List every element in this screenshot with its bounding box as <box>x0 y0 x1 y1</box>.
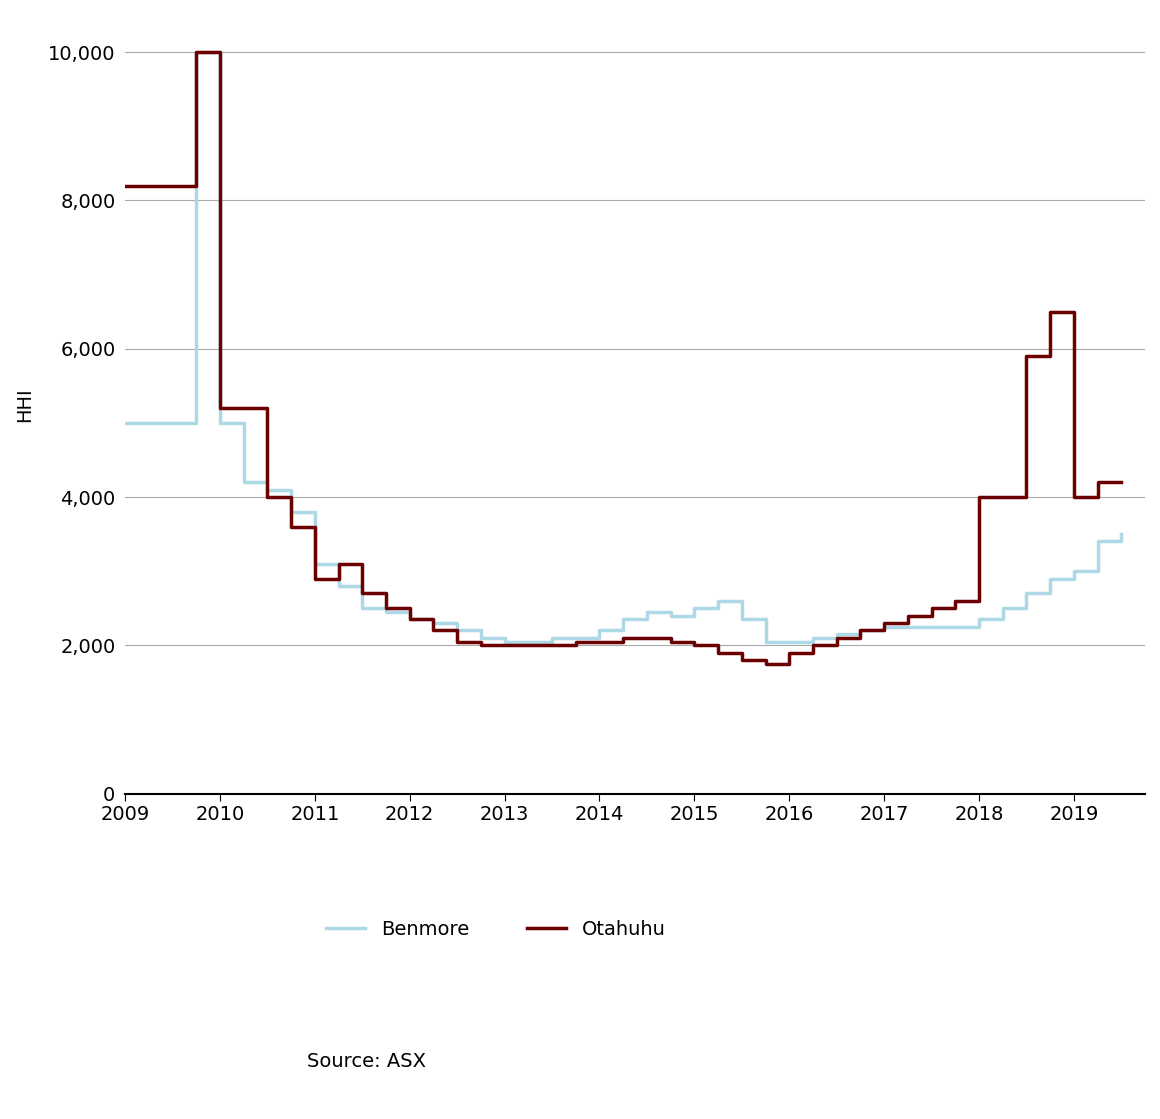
Y-axis label: HHI: HHI <box>15 387 34 422</box>
Benmore <box>307 505 321 518</box>
Benmore <box>355 602 369 615</box>
Otahuhu <box>877 623 891 637</box>
Otahuhu <box>118 179 132 192</box>
Benmore <box>213 416 227 430</box>
Line: Benmore: Benmore <box>125 53 1122 641</box>
Legend: Benmore, Otahuhu: Benmore, Otahuhu <box>318 912 673 947</box>
Benmore <box>118 416 132 430</box>
Benmore <box>189 46 203 59</box>
Otahuhu <box>355 586 369 600</box>
Otahuhu <box>925 602 938 615</box>
Otahuhu <box>759 657 773 670</box>
Benmore <box>1115 527 1129 540</box>
Benmore <box>759 612 773 626</box>
Text: Source: ASX: Source: ASX <box>307 1052 427 1071</box>
Line: Otahuhu: Otahuhu <box>125 53 1122 664</box>
Otahuhu <box>734 653 748 667</box>
Benmore <box>877 623 891 637</box>
Benmore <box>498 634 512 648</box>
Otahuhu <box>213 402 227 415</box>
Otahuhu <box>307 520 321 534</box>
Otahuhu <box>189 46 203 59</box>
Otahuhu <box>1115 476 1129 489</box>
Benmore <box>925 620 938 633</box>
